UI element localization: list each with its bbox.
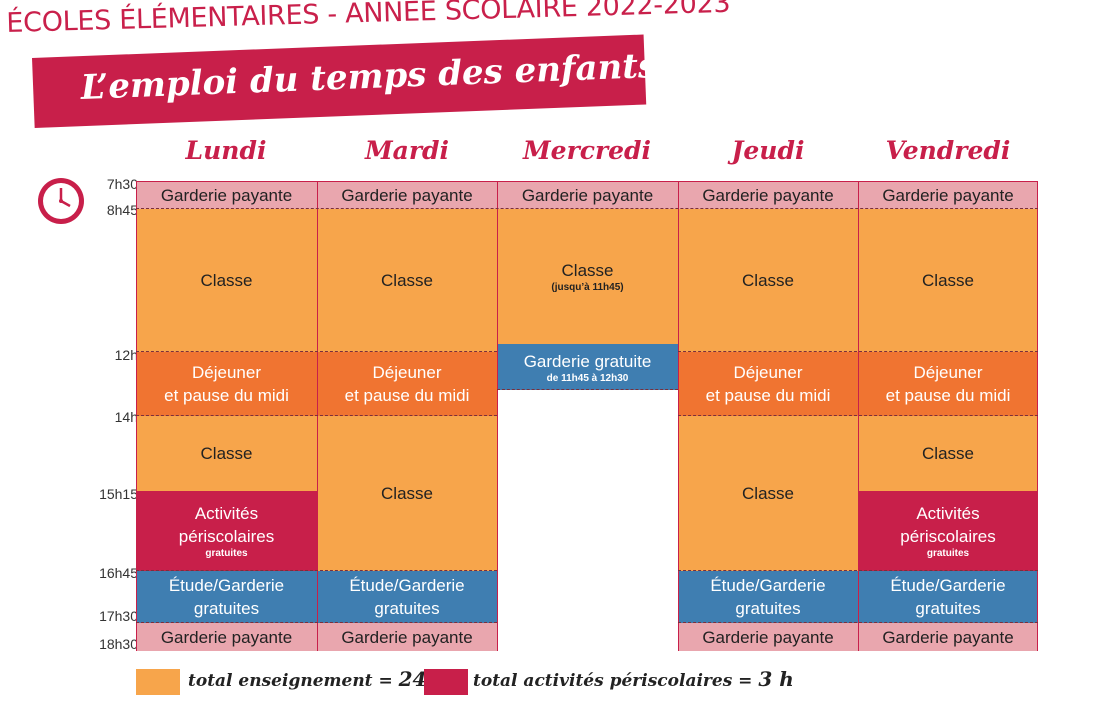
block-dejeuner: Déjeuner et pause du midi bbox=[678, 352, 858, 416]
legend-periscolaire: total activités périscolaires = 3 h bbox=[473, 667, 794, 691]
time-separator bbox=[497, 389, 678, 390]
block-classe: Classe bbox=[136, 209, 317, 352]
legend-swatch-enseignement bbox=[136, 669, 180, 695]
block-garderie-payante: Garderie payante bbox=[136, 181, 317, 209]
block-garderie-payante: Garderie payante bbox=[317, 181, 497, 209]
block-classe: Classe bbox=[317, 416, 497, 571]
day-jeudi: Jeudi bbox=[731, 136, 805, 165]
time-label: 17h30 bbox=[99, 608, 138, 624]
block-etude-garderie: Étude/Garderie gratuites bbox=[678, 571, 858, 623]
time-label: 12h bbox=[114, 347, 138, 363]
block-activites-periscolaires: Activités périscolaires gratuites bbox=[136, 491, 317, 571]
grid-divider bbox=[497, 181, 498, 651]
block-classe-matin: Classe (jusqu’à 11h45) bbox=[497, 209, 678, 344]
block-dejeuner: Déjeuner et pause du midi bbox=[317, 352, 497, 416]
block-garderie-gratuite: Garderie gratuite de 11h45 à 12h30 bbox=[497, 344, 678, 390]
grid-divider bbox=[1037, 181, 1038, 651]
block-etude-garderie: Étude/Garderie gratuites bbox=[317, 571, 497, 623]
time-separator bbox=[678, 570, 1038, 571]
legend-enseignement: total enseignement = 24h bbox=[188, 667, 441, 691]
time-label: 7h30 bbox=[106, 176, 138, 192]
block-classe: Classe bbox=[136, 416, 317, 491]
time-label: 18h30 bbox=[99, 636, 138, 652]
block-garderie-payante: Garderie payante bbox=[858, 623, 1038, 651]
block-classe: Classe bbox=[858, 209, 1038, 352]
block-garderie-payante: Garderie payante bbox=[136, 623, 317, 651]
block-garderie-payante: Garderie payante bbox=[317, 623, 497, 651]
time-separator bbox=[136, 208, 1038, 209]
day-vendredi: Vendredi bbox=[885, 136, 1011, 165]
grid-top-border bbox=[136, 181, 1038, 182]
time-separator bbox=[136, 415, 497, 416]
block-classe: Classe bbox=[678, 209, 858, 352]
time-separator bbox=[678, 415, 1038, 416]
grid-divider bbox=[678, 181, 679, 651]
time-separator bbox=[678, 622, 1038, 623]
grid-divider bbox=[858, 181, 859, 651]
block-garderie-payante: Garderie payante bbox=[858, 181, 1038, 209]
block-activites-periscolaires: Activités périscolaires gratuites bbox=[858, 491, 1038, 571]
day-mardi: Mardi bbox=[364, 136, 450, 165]
time-label: 8h45 bbox=[106, 202, 138, 218]
time-separator bbox=[136, 622, 497, 623]
block-dejeuner: Déjeuner et pause du midi bbox=[136, 352, 317, 416]
block-garderie-payante: Garderie payante bbox=[678, 623, 858, 651]
block-classe: Classe bbox=[678, 416, 858, 571]
time-label: 16h45 bbox=[99, 565, 138, 581]
page-title: ÉCOLES ÉLÉMENTAIRES - ANNÉE SCOLAIRE 202… bbox=[6, 0, 731, 39]
block-garderie-payante: Garderie payante bbox=[497, 181, 678, 209]
block-garderie-payante: Garderie payante bbox=[678, 181, 858, 209]
clock-icon bbox=[36, 176, 86, 226]
time-separator bbox=[136, 570, 497, 571]
block-classe: Classe bbox=[317, 209, 497, 352]
day-mercredi: Mercredi bbox=[522, 136, 652, 165]
time-separator bbox=[136, 351, 497, 352]
grid-divider bbox=[317, 181, 318, 651]
block-dejeuner: Déjeuner et pause du midi bbox=[858, 352, 1038, 416]
time-separator bbox=[678, 351, 1038, 352]
block-etude-garderie: Étude/Garderie gratuites bbox=[136, 571, 317, 623]
block-etude-garderie: Étude/Garderie gratuites bbox=[858, 571, 1038, 623]
time-label: 14h bbox=[114, 409, 138, 425]
grid-divider bbox=[136, 181, 137, 651]
legend-swatch-periscolaire bbox=[424, 669, 468, 695]
block-classe: Classe bbox=[858, 416, 1038, 491]
time-label: 15h15 bbox=[99, 486, 138, 502]
day-lundi: Lundi bbox=[185, 136, 267, 165]
